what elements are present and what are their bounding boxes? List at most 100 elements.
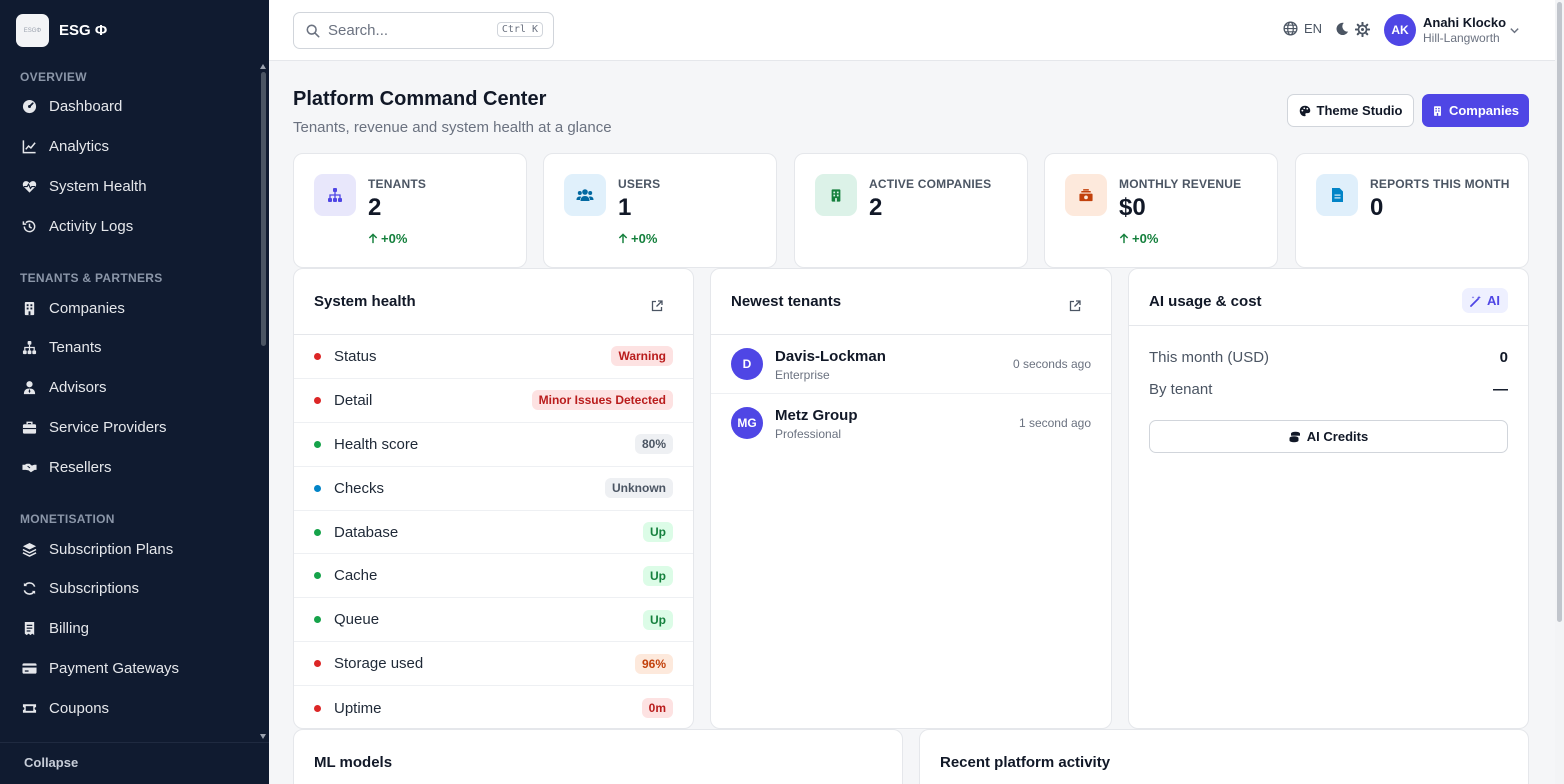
kpi-delta: +0% [618,231,657,246]
scroll-down-arrow-icon[interactable] [260,734,266,739]
sidebar-item-label: Advisors [49,379,107,397]
ai-month-row: This month (USD) 0 [1149,349,1508,366]
building-icon [1434,105,1441,116]
kpi-card-users: USERS 1 +0% [543,153,777,268]
sidebar-item-system-health[interactable]: System Health [0,167,258,207]
layers-icon [22,542,37,557]
tenant-plan: Professional [775,427,842,441]
ai-credits-button[interactable]: AI Credits [1149,420,1508,453]
sidebar-item-subscription-plans[interactable]: Subscription Plans [0,529,258,569]
moon-icon[interactable] [1335,22,1349,36]
user-menu[interactable]: Anahi Klocko Hill-Langworth [1423,15,1506,45]
kpi-delta-value: +0% [381,231,408,246]
sidebar-item-subscriptions[interactable]: Subscriptions [0,569,258,609]
sidebar-item-coupons[interactable]: Coupons [0,688,258,728]
companies-button[interactable]: Companies [1422,94,1529,127]
health-label: Health score [334,435,419,453]
external-link-icon[interactable] [651,300,663,312]
page-subtitle: Tenants, revenue and system health at a … [293,119,612,136]
tenant-name[interactable]: Davis-Lockman [775,348,886,365]
sidebar-item-billing[interactable]: Billing [0,609,258,649]
panel-header: AI usage & cost AI [1129,269,1528,326]
panel-title: System health [314,293,416,310]
chart-line-icon [22,139,37,154]
ai-month-value: 0 [1499,349,1508,366]
ai-tenant-label: By tenant [1149,381,1213,398]
users-icon [564,174,606,216]
sidebar-item-label: System Health [49,177,147,195]
scroll-up-arrow-icon[interactable] [260,64,266,69]
sidebar-scrollbar[interactable] [259,62,267,742]
page-scroll-thumb[interactable] [1557,2,1562,622]
search-input[interactable] [328,22,498,39]
tenant-row[interactable]: MG Metz Group Professional 1 second ago [711,394,1111,453]
kpi-card-active-companies: ACTIVE COMPANIES 2 [794,153,1028,268]
topbar: Ctrl K EN AK Anahi Klocko Hill-Langworth [269,0,1555,61]
receipt-icon [22,621,37,636]
sidebar-item-label: Tenants [49,339,102,357]
ml-models-panel: ML models [293,729,903,784]
avatar[interactable]: AK [1384,14,1416,46]
sidebar-item-dashboard[interactable]: Dashboard [0,87,258,127]
health-label: Storage used [334,655,424,673]
arrow-up-icon [1119,233,1129,244]
nav-section-overview: OVERVIEW [20,70,87,84]
page-scrollbar[interactable] [1555,0,1564,784]
status-badge: Up [643,565,673,586]
health-label: Cache [334,567,378,585]
kpi-label: REPORTS THIS MONTH [1370,177,1510,191]
kpi-delta: +0% [1119,231,1158,246]
status-dot [314,704,321,712]
health-label: Database [334,523,399,541]
ai-month-label: This month (USD) [1149,349,1270,366]
kpi-label: USERS [618,177,661,191]
kpi-label: TENANTS [368,177,427,191]
ai-badge-label: AI [1487,293,1500,308]
sidebar-item-advisors[interactable]: Advisors [0,368,258,408]
sidebar-scroll-thumb[interactable] [261,72,266,346]
tenant-row[interactable]: D Davis-Lockman Enterprise 0 seconds ago [711,335,1111,394]
gauge-icon [22,99,37,114]
sidebar-item-analytics[interactable]: Analytics [0,127,258,167]
ai-usage-panel: AI usage & cost AI This month (USD) 0 By… [1128,268,1529,729]
external-link-icon[interactable] [1069,300,1081,312]
panel-title: ML models [314,754,393,771]
building-icon [22,301,37,316]
panel-title: AI usage & cost [1149,293,1262,310]
sidebar-item-tenants[interactable]: Tenants [0,328,258,368]
sitemap-icon [22,340,37,355]
theme-studio-label: Theme Studio [1316,103,1403,118]
newest-tenants-panel: Newest tenants D Davis-Lockman Enterpris… [710,268,1112,729]
sidebar-item-service-providers[interactable]: Service Providers [0,408,258,448]
status-dot [314,484,321,492]
brand[interactable]: ESGΦ ESG Φ [16,14,107,47]
collapse-button[interactable]: Collapse [0,742,269,784]
heart-pulse-icon [22,179,37,194]
sidebar-item-label: Coupons [49,699,110,717]
health-row-storage: Storage used 96% [294,642,693,687]
sidebar-item-label: Payment Gateways [49,659,180,677]
sidebar-item-companies[interactable]: Companies [0,288,258,328]
tenant-time: 0 seconds ago [1012,357,1091,371]
sidebar-item-label: Subscription Plans [49,540,174,558]
user-org: Hill-Langworth [1423,31,1500,45]
sidebar-item-activity-logs[interactable]: Activity Logs [0,206,258,246]
status-badge: Minor Issues Detected [531,390,673,411]
kpi-delta-value: +0% [631,231,658,246]
theme-studio-button[interactable]: Theme Studio [1287,94,1414,127]
ai-credits-label: AI Credits [1306,429,1369,444]
ticket-icon [22,701,37,716]
sidebar-item-resellers[interactable]: Resellers [0,447,258,487]
language-switcher[interactable]: EN [1283,21,1322,36]
chevron-down-icon[interactable] [1509,25,1520,36]
health-label: Status [334,347,377,365]
sidebar-item-payment-gateways[interactable]: Payment Gateways [0,649,258,689]
system-health-panel: System health Status Warning Detail Minor … [293,268,694,729]
status-badge: 0m [641,698,673,719]
status-badge: Up [643,609,673,630]
status-dot [314,572,321,580]
tenant-name[interactable]: Metz Group [775,407,858,424]
file-icon [1316,174,1358,216]
gear-icon[interactable] [1355,22,1370,37]
search-box[interactable]: Ctrl K [293,12,554,49]
